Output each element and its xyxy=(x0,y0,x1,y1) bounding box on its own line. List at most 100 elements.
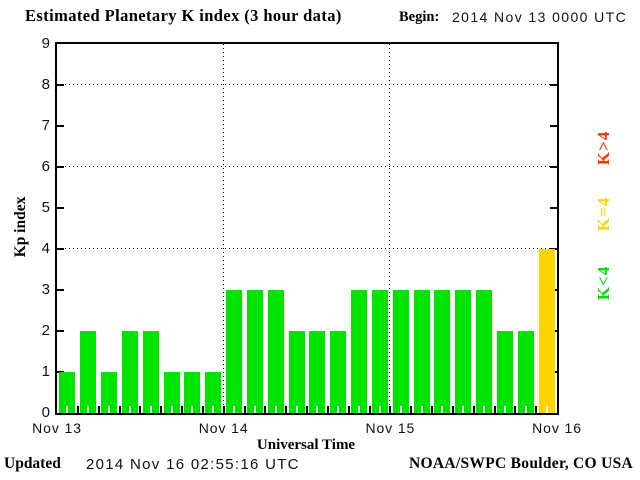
y-tick xyxy=(57,289,64,291)
x-tick-notch xyxy=(274,406,277,413)
y-gridline xyxy=(57,166,557,167)
x-tick-notch xyxy=(483,406,486,413)
x-tick xyxy=(493,406,496,413)
plot-area xyxy=(55,42,559,415)
updated-value: 2014 Nov 16 02:55:16 UTC xyxy=(86,456,300,473)
x-tick-notch xyxy=(212,406,215,413)
y-tick-label: 3 xyxy=(41,281,50,298)
x-tick-notch xyxy=(316,406,319,413)
kp-bar xyxy=(392,290,409,413)
x-tick-notch xyxy=(170,406,173,413)
x-tick xyxy=(347,406,350,413)
y-tick xyxy=(550,125,557,127)
x-tick xyxy=(160,406,163,413)
x-tick-notch xyxy=(66,406,69,413)
y-gridline xyxy=(57,84,557,85)
y-tick-label: 0 xyxy=(41,404,50,421)
begin-label: Begin: xyxy=(399,9,440,25)
kp-bar xyxy=(267,290,284,413)
kp-bar xyxy=(163,372,180,413)
kp-bar xyxy=(142,331,159,413)
y-tick xyxy=(57,207,64,209)
kp-bar xyxy=(496,331,513,413)
kp-bar xyxy=(538,249,555,413)
y-tick-label: 6 xyxy=(41,158,50,175)
x-tick xyxy=(431,406,433,413)
x-tick xyxy=(326,406,329,413)
x-tick-notch xyxy=(545,406,548,413)
y-tick-label: 2 xyxy=(41,322,50,339)
x-tick-notch xyxy=(87,406,90,413)
kp-bar xyxy=(476,290,493,413)
x-tick xyxy=(118,406,121,413)
kp-bar xyxy=(184,372,201,413)
x-tick-notch xyxy=(233,406,236,413)
x-day-label: Nov 15 xyxy=(365,420,416,436)
y-tick xyxy=(550,84,557,86)
x-day-label: Nov 16 xyxy=(532,420,582,436)
day-gridline xyxy=(389,44,391,413)
kp-bar xyxy=(330,331,347,413)
x-tick-notch xyxy=(358,406,361,413)
x-tick xyxy=(472,406,475,413)
y-tick xyxy=(57,248,64,250)
x-tick-notch xyxy=(128,406,131,413)
kp-bar xyxy=(455,290,472,413)
x-tick xyxy=(410,406,413,413)
legend-item: K>4 xyxy=(594,130,613,166)
y-tick-label: 9 xyxy=(41,35,50,52)
kp-bar xyxy=(101,372,118,413)
day-gridline xyxy=(222,44,224,413)
x-tick-notch xyxy=(191,406,194,413)
kp-bar xyxy=(226,290,243,413)
x-tick-notch xyxy=(420,406,423,413)
x-tick xyxy=(451,406,454,413)
x-tick-notch xyxy=(378,406,381,413)
x-tick xyxy=(535,406,538,413)
x-tick-notch xyxy=(399,406,402,413)
legend-item: K<4 xyxy=(594,265,613,301)
x-tick xyxy=(139,406,142,413)
kp-bar xyxy=(205,372,222,413)
kp-bar xyxy=(246,290,263,413)
x-tick-notch xyxy=(462,406,465,413)
x-tick xyxy=(306,406,308,413)
y-gridline xyxy=(57,248,557,249)
credit-text: NOAA/SWPC Boulder, CO USA xyxy=(409,455,633,472)
x-tick-notch xyxy=(503,406,506,413)
y-tick-label: 4 xyxy=(41,240,50,257)
kp-bar xyxy=(80,331,97,413)
x-tick-notch xyxy=(337,406,340,413)
kp-bar xyxy=(413,290,430,413)
x-axis-label: Universal Time xyxy=(256,437,356,453)
x-tick xyxy=(97,406,100,413)
x-tick-notch xyxy=(295,406,298,413)
x-tick xyxy=(181,406,183,413)
legend-item: K=4 xyxy=(594,196,613,232)
kp-bar xyxy=(351,290,368,413)
x-tick xyxy=(285,406,288,413)
y-tick xyxy=(550,166,557,168)
y-tick xyxy=(550,207,557,209)
x-tick-notch xyxy=(524,406,527,413)
updated-label: Updated xyxy=(4,455,61,472)
y-tick-label: 1 xyxy=(41,363,50,380)
x-tick-notch xyxy=(108,406,111,413)
y-tick xyxy=(57,330,64,332)
x-tick-notch xyxy=(149,406,152,413)
x-day-label: Nov 13 xyxy=(32,420,82,436)
x-tick xyxy=(368,406,371,413)
y-tick xyxy=(57,84,64,86)
x-tick xyxy=(514,406,517,413)
kp-bar xyxy=(309,331,326,413)
x-tick xyxy=(264,406,267,413)
kp-bar xyxy=(288,331,305,413)
y-tick-label: 7 xyxy=(41,117,50,134)
y-tick-label: 8 xyxy=(41,76,50,93)
x-tick xyxy=(222,406,225,413)
y-tick xyxy=(57,166,64,168)
x-tick xyxy=(201,406,204,413)
kp-bar xyxy=(517,331,534,413)
x-tick-notch xyxy=(441,406,444,413)
x-tick xyxy=(389,406,392,413)
